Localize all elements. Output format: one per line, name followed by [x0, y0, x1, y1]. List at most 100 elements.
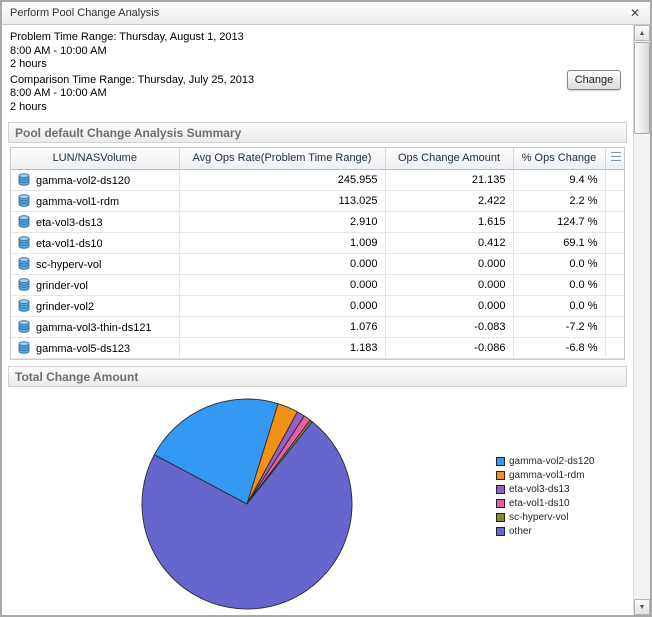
problem-time-range-duration: 2 hours [10, 58, 47, 70]
comparison-time-range-label: Comparison Time Range: Thursday, July 25… [10, 73, 255, 86]
ops-change-amount-cell: 0.412 [385, 232, 514, 254]
options-cell [605, 169, 624, 191]
legend-label: sc-hyperv-vol [509, 511, 569, 523]
volume-name: eta-vol3-ds13 [36, 216, 103, 229]
volume-name-cell: gamma-vol3-thin-ds121 [11, 316, 180, 338]
options-cell [605, 211, 624, 233]
pie-slice-gamma-vol2-ds120 [153, 398, 279, 505]
options-cell [605, 190, 624, 212]
volume-name-cell: gamma-vol5-ds123 [11, 337, 180, 359]
volume-name: grinder-vol [36, 279, 88, 292]
total-change-pie-chart [141, 398, 353, 609]
avg-ops-rate-cell: 113.025 [179, 190, 386, 212]
volume-name-cell: grinder-vol2 [11, 295, 180, 317]
change-button[interactable]: Change [567, 70, 621, 90]
table-header-row: LUN/NASVolume Avg Ops Rate(Problem Time … [11, 148, 624, 170]
ops-change-amount-cell: 0.000 [385, 295, 514, 317]
comparison-time-range-hours: 8:00 AM - 10:00 AM [10, 87, 107, 99]
options-cell [605, 232, 624, 254]
ops-change-amount-cell: 1.615 [385, 211, 514, 233]
avg-ops-rate-cell: 0.000 [179, 274, 386, 296]
table-row[interactable]: eta-vol3-ds13 2.910 1.615 124.7 % [11, 211, 624, 233]
table-row[interactable]: gamma-vol2-ds120 245.955 21.135 9.4 % [11, 169, 624, 191]
volume-name: grinder-vol2 [36, 300, 95, 313]
pct-ops-change-cell: 124.7 % [513, 211, 606, 233]
pct-ops-change-cell: 9.4 % [513, 169, 606, 191]
volume-icon [18, 340, 30, 354]
dialog-title: Perform Pool Change Analysis [10, 7, 160, 19]
scroll-up-icon[interactable]: ▲ [634, 25, 650, 41]
options-cell [605, 253, 624, 275]
pie-slice-other [141, 420, 353, 609]
pie-legend: gamma-vol2-ds120 gamma-vol1-rdm eta-vol3-d… [496, 453, 595, 540]
avg-ops-rate-cell: 0.000 [179, 253, 386, 275]
ops-change-amount-cell: -0.086 [385, 337, 514, 359]
legend-swatch-icon [496, 470, 505, 480]
legend-item: eta-vol3-ds13 [496, 484, 595, 495]
vertical-scrollbar[interactable]: ▲ ▼ [633, 25, 650, 615]
options-cell [605, 316, 624, 338]
scroll-down-icon[interactable]: ▼ [634, 599, 650, 615]
volume-icon [18, 214, 30, 228]
table-row[interactable]: gamma-vol3-thin-ds121 1.076 -0.083 -7.2 % [11, 316, 624, 338]
dialog-titlebar: Perform Pool Change Analysis ✕ [2, 2, 650, 25]
avg-ops-rate-cell: 1.076 [179, 316, 386, 338]
legend-label: gamma-vol2-ds120 [509, 455, 595, 467]
pct-ops-change-cell: 0.0 % [513, 274, 606, 296]
table-row[interactable]: sc-hyperv-vol 0.000 0.000 0.0 % [11, 253, 624, 275]
column-header-ops-change-amount[interactable]: Ops Change Amount [385, 148, 514, 170]
table-row[interactable]: eta-vol1-ds10 1.009 0.412 69.1 % [11, 232, 624, 254]
legend-swatch-icon [496, 526, 505, 536]
volume-name: gamma-vol2-ds120 [36, 174, 131, 187]
comparison-time-range-duration: 2 hours [10, 100, 47, 113]
legend-label: other [509, 525, 532, 537]
summary-table-body: gamma-vol2-ds120 245.955 21.135 9.4 % gamma-… [11, 169, 624, 359]
column-options-icon[interactable] [610, 152, 621, 162]
close-icon[interactable]: ✕ [629, 6, 640, 20]
options-cell [605, 337, 624, 359]
table-row[interactable]: grinder-vol2 0.000 0.000 0.0 % [11, 295, 624, 317]
legend-item: eta-vol1-ds10 [496, 498, 595, 509]
column-header-lun-nasvolume[interactable]: LUN/NASVolume [11, 148, 180, 170]
summary-table: LUN/NASVolume Avg Ops Rate(Problem Time … [10, 147, 625, 360]
pct-ops-change-cell: 69.1 % [513, 232, 606, 254]
volume-name-cell: eta-vol1-ds10 [11, 232, 180, 254]
problem-time-range-hours: 8:00 AM - 10:00 AM [10, 44, 107, 57]
summary-section-header: Pool default Change Analysis Summary [8, 122, 627, 143]
ops-change-amount-cell: 2.422 [385, 190, 514, 212]
legend-swatch-icon [496, 456, 505, 466]
problem-time-range-label: Problem Time Range: Thursday, August 1, … [10, 31, 244, 43]
legend-item: gamma-vol1-rdm [496, 470, 595, 481]
volume-icon [18, 298, 30, 312]
column-header-avg-ops-rate[interactable]: Avg Ops Rate(Problem Time Range) [179, 148, 386, 170]
ops-change-amount-cell: 0.000 [385, 274, 514, 296]
legend-label: eta-vol3-ds13 [509, 483, 570, 495]
avg-ops-rate-cell: 1.183 [179, 337, 386, 359]
volume-icon [18, 193, 30, 207]
ops-change-amount-cell: 21.135 [385, 169, 514, 191]
volume-icon [18, 235, 30, 249]
volume-name: gamma-vol1-rdm [36, 195, 120, 208]
legend-label: eta-vol1-ds10 [509, 497, 570, 509]
options-cell [605, 274, 624, 296]
volume-name-cell: eta-vol3-ds13 [11, 211, 180, 233]
ops-change-amount-cell: -0.083 [385, 316, 514, 338]
legend-item: gamma-vol2-ds120 [496, 456, 595, 467]
table-row[interactable]: gamma-vol1-rdm 113.025 2.422 2.2 % [11, 190, 624, 212]
column-options-header[interactable] [605, 148, 624, 170]
volume-icon [18, 256, 30, 270]
table-row[interactable]: grinder-vol 0.000 0.000 0.0 % [11, 274, 624, 296]
pct-ops-change-cell: 2.2 % [513, 190, 606, 212]
scrollbar-thumb[interactable] [634, 42, 650, 134]
column-header-pct-ops-change[interactable]: % Ops Change [513, 148, 606, 170]
volume-name: gamma-vol5-ds123 [36, 342, 131, 355]
pct-ops-change-cell: -6.8 % [513, 337, 606, 359]
pct-ops-change-cell: 0.0 % [513, 295, 606, 317]
table-row[interactable]: gamma-vol5-ds123 1.183 -0.086 -6.8 % [11, 337, 624, 359]
legend-swatch-icon [496, 484, 505, 494]
time-range-summary: Problem Time Range: Thursday, August 1, … [2, 25, 633, 120]
legend-swatch-icon [496, 498, 505, 508]
total-change-chart-area: gamma-vol2-ds120 gamma-vol1-rdm eta-vol3-d… [2, 387, 633, 616]
legend-item: sc-hyperv-vol [496, 512, 595, 523]
